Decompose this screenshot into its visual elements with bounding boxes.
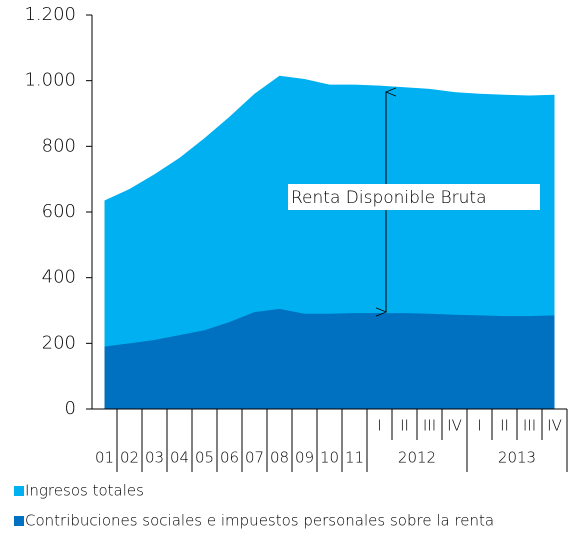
x-tick-label: 07 bbox=[245, 449, 264, 467]
x-tick-label: III bbox=[423, 417, 436, 435]
x-tick-label: I bbox=[377, 417, 381, 435]
legend-label: Ingresos totales bbox=[25, 482, 144, 500]
x-tick-label: 09 bbox=[295, 449, 314, 467]
x-tick-label: 08 bbox=[270, 449, 289, 467]
area bbox=[104, 308, 555, 409]
y-tick-label: 200 bbox=[42, 332, 76, 353]
annotation-box bbox=[288, 184, 540, 210]
legend-swatch bbox=[14, 486, 24, 496]
x-tick-label: 10 bbox=[320, 449, 339, 467]
y-tick-label: 1.200 bbox=[24, 4, 76, 25]
y-tick-label: 1.000 bbox=[24, 70, 76, 91]
x-tick-label: 04 bbox=[170, 449, 189, 467]
x-tick-label: 06 bbox=[220, 449, 239, 467]
y-tick-label: 800 bbox=[42, 135, 76, 156]
x-tick-label: III bbox=[523, 417, 536, 435]
legend-label: Contribuciones sociales e impuestos pers… bbox=[25, 512, 494, 530]
y-tick-label: 600 bbox=[42, 201, 76, 222]
x-tick-label: IV bbox=[547, 417, 562, 435]
x-tick-label: I bbox=[477, 417, 481, 435]
x-tick-label: 01 bbox=[95, 449, 114, 467]
annotation: Renta Disponible Bruta bbox=[291, 188, 486, 208]
legend-swatch bbox=[14, 516, 24, 526]
x-tick-label: 11 bbox=[345, 449, 364, 467]
x-tick-label: IV bbox=[447, 417, 462, 435]
x-tick-label: II bbox=[500, 417, 509, 435]
x-group-label: 2012 bbox=[398, 449, 436, 467]
x-tick-label: 03 bbox=[145, 449, 164, 467]
x-group-label: 2013 bbox=[498, 449, 536, 467]
x-tick-label: II bbox=[400, 417, 409, 435]
x-tick-label: 05 bbox=[195, 449, 214, 467]
x-tick-label: 02 bbox=[120, 449, 139, 467]
y-tick-label: 0 bbox=[65, 398, 76, 419]
y-tick-label: 400 bbox=[42, 267, 76, 288]
